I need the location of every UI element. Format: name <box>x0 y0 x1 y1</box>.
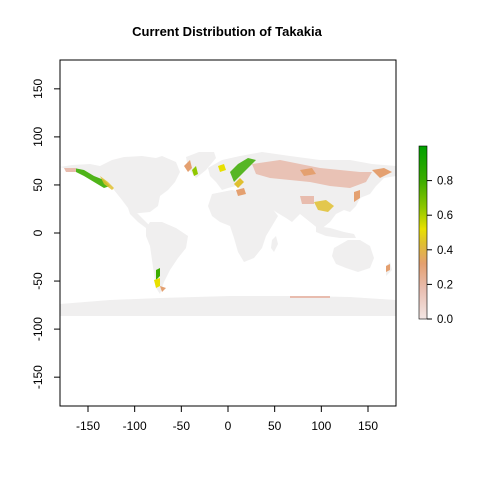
y-tick-label: -150 <box>31 365 45 389</box>
landmass-indonesia <box>316 226 356 238</box>
y-axis: 150 100 50 0 -50 -100 -150 <box>31 79 60 389</box>
suitability-overlay <box>64 158 392 298</box>
colorbar-tick-label: 0.2 <box>437 279 453 291</box>
x-tick-label: 0 <box>225 419 232 433</box>
colorbar-tick-label: 0.6 <box>437 210 453 222</box>
hotspot-alaska-coast <box>64 168 76 172</box>
hotspot-china <box>300 196 314 204</box>
landmass-antarctica <box>60 296 396 316</box>
colorbar-tick-label: 0.8 <box>437 176 453 188</box>
colorbar-tick-label: 0.0 <box>437 314 453 326</box>
landmass-central-america <box>128 208 150 228</box>
hotspot-alps <box>236 188 246 196</box>
hotspot-antarctic-fringe <box>290 296 330 298</box>
hotspot-alaska-bc-edge <box>100 176 114 190</box>
y-tick-label: 0 <box>31 229 45 236</box>
y-tick-label: 50 <box>31 178 45 192</box>
y-tick-label: 150 <box>31 79 45 99</box>
landmass-africa <box>208 190 278 262</box>
landmass-madagascar <box>271 236 278 252</box>
colorbar-gradient <box>418 145 428 320</box>
x-tick-label: 50 <box>268 419 282 433</box>
landmass-north-america <box>60 156 180 214</box>
hotspot-patagonia-edge <box>154 278 160 288</box>
landmass-australia <box>332 240 374 272</box>
x-tick-label: -50 <box>173 419 191 433</box>
y-tick-label: -50 <box>31 272 45 290</box>
hotspot-greenland <box>184 160 192 172</box>
y-tick-label: 100 <box>31 127 45 147</box>
y-tick-label: -100 <box>31 317 45 341</box>
colorbar-tick-label: 0.4 <box>437 245 454 257</box>
map-title: Current Distribution of Takakia <box>132 24 322 39</box>
hotspot-patagonia-low <box>160 286 166 292</box>
x-tick-label: 100 <box>311 419 331 433</box>
hotspot-kamchatka <box>372 168 392 178</box>
hotspot-siberia-dots <box>300 168 316 176</box>
x-tick-label: -150 <box>76 419 100 433</box>
colorbar-ticks: 0.0 0.2 0.4 0.6 0.8 <box>427 176 454 326</box>
hotspot-iceland <box>218 164 226 172</box>
x-axis: -150 -100 -50 0 50 100 150 <box>76 406 378 433</box>
x-tick-label: 150 <box>358 419 378 433</box>
hotspot-scandinavia-edge <box>234 178 244 188</box>
colorbar: 0.0 0.2 0.4 0.6 0.8 <box>418 145 454 326</box>
hotspot-himalaya <box>314 200 334 212</box>
hotspot-japan <box>354 190 360 202</box>
hotspot-patagonia <box>156 268 160 280</box>
hotspot-new-zealand <box>386 264 390 272</box>
map-panel <box>59 59 397 407</box>
hotspot-alaska-bc <box>74 168 110 188</box>
hotspot-greenland-green <box>192 166 198 176</box>
x-tick-label: -100 <box>123 419 147 433</box>
hotspot-scandinavia <box>230 158 256 182</box>
